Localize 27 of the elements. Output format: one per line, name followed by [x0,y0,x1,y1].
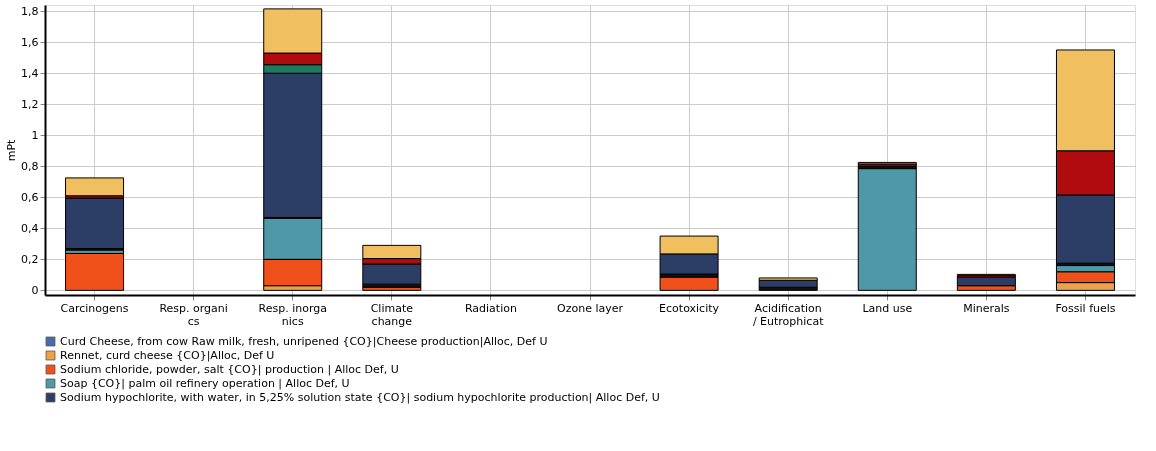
y-axis-title: mPt [5,138,19,162]
y-tick-label: 1,2 [21,97,39,111]
y-tick-label: 0,6 [21,190,39,204]
y-tick-label: 0 [31,283,39,297]
legend-label: Curd Cheese, from cow Raw milk, fresh, unripened {CO}|Cheese production|Alloc, Def U [60,334,548,348]
y-tick-label: 1,6 [21,35,39,49]
x-tick-label: Climate change [370,301,414,328]
x-tick-label: Minerals [963,301,1010,315]
legend-label: Soap {CO}| palm oil refinery operation | Alloc Def, U [60,376,350,390]
legend-label: Sodium chloride, powder, salt {CO}| production | Alloc Def, U [60,362,399,376]
x-tick-label: Land use [862,301,913,315]
x-tick-label: Carcinogens [60,301,129,315]
x-tick-label: Resp. inorga nics [258,301,327,328]
x-tick-label: Fossil fuels [1055,301,1116,315]
x-tick-label: Acidification / Eutrophicat [752,301,825,328]
y-tick-label: 1,8 [21,4,39,18]
x-tick-label: Resp. organi cs [159,301,228,328]
y-tick-label: 0,2 [21,252,39,266]
y-tick-label: 1,4 [21,66,39,80]
x-tick-label: Ozone layer [557,301,624,315]
x-tick-label: Radiation [464,301,517,315]
legend-label: Sodium hypochlorite, with water, in 5,25% solution state {CO}| sodium hypochlorite production| Alloc Def, U [60,390,660,404]
y-tick-label: 0,4 [21,221,39,235]
legend-label: Rennet, curd cheese {CO}|Alloc, Def U [60,348,275,362]
y-tick-label: 0,8 [21,159,39,173]
x-tick-label: Ecotoxicity [659,301,720,315]
y-tick-label: 1 [31,128,39,142]
